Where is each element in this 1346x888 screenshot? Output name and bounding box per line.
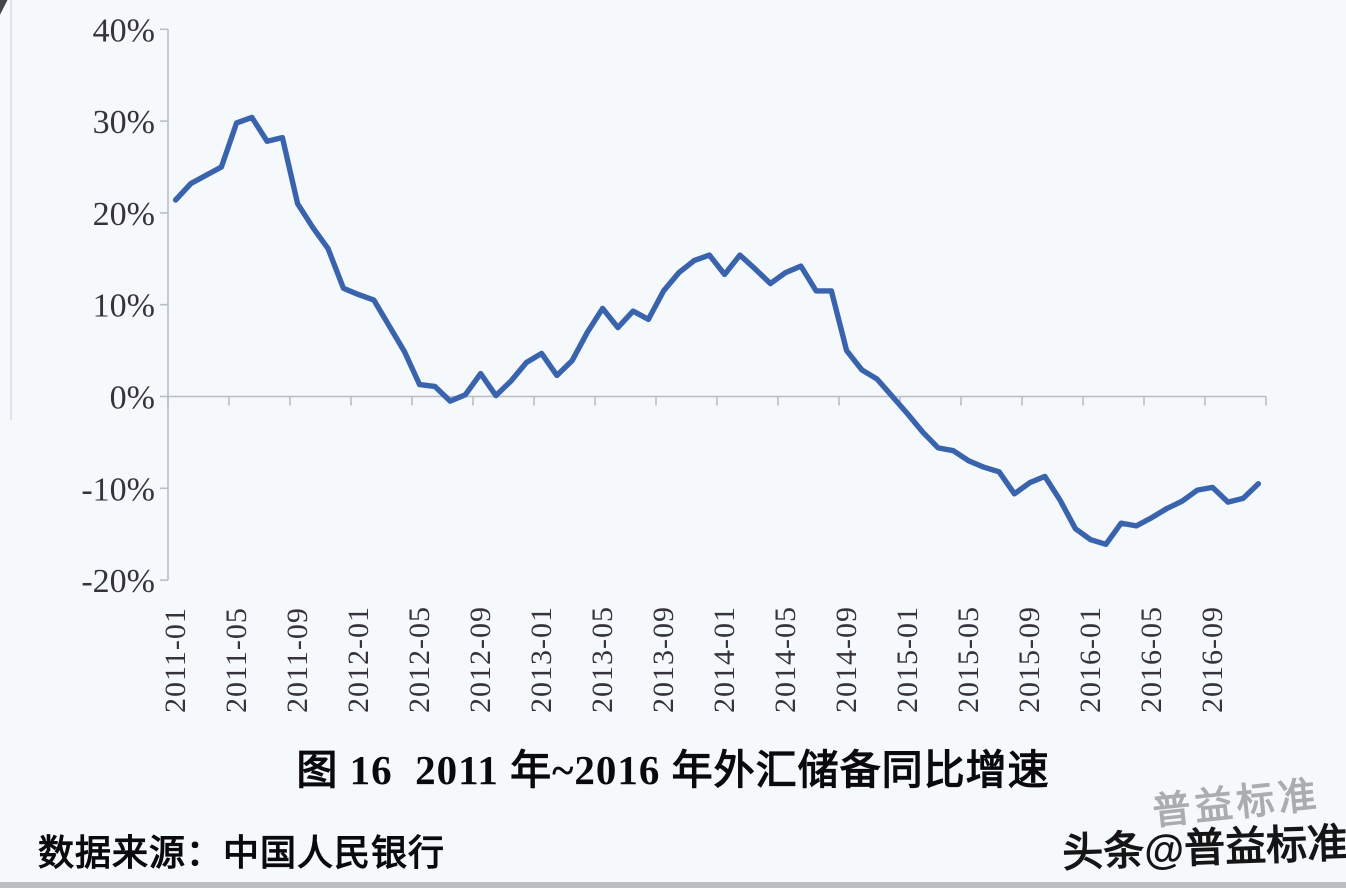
x-tick-label: 2015-05 [952,606,985,713]
y-tick-label: -10% [81,471,155,508]
watermark-text: 头条@普益标准 [1061,820,1346,876]
x-tick-label: 2016-01 [1074,606,1107,713]
x-tick-label: 2016-05 [1135,606,1168,713]
x-tick-label: 2011-09 [281,607,314,713]
y-tick-label: 40% [93,12,155,49]
chart-title: 图 16 2011 年~2016 年外汇储备同比增速 [296,747,1050,793]
x-tick-label: 2016-09 [1196,606,1229,713]
series-line-fx-reserves-yoy [172,114,1262,547]
x-tick-label: 2014-05 [769,606,802,713]
x-tick-label: 2012-05 [403,606,436,713]
x-tick-label: 2012-09 [464,606,497,713]
y-tick-label: 20% [93,196,155,233]
x-tick-label: 2015-01 [891,606,924,713]
y-tick-label: 0% [110,380,155,417]
x-tick-label: 2013-05 [586,606,619,713]
x-tick-label: 2013-01 [525,606,558,713]
x-tick-label: 2011-05 [220,607,253,713]
x-tick-label: 2011-01 [159,607,192,713]
screenshot-bottom-border [0,882,1346,888]
scan-edge-artifact-line [10,0,12,420]
x-tick-label: 2015-09 [1013,606,1046,713]
x-tick-label: 2013-09 [647,606,680,713]
y-tick-label: 30% [93,104,155,141]
y-tick-label: -20% [81,563,155,600]
y-tick-label: 10% [93,288,155,325]
data-source-note: 数据来源：中国人民银行 [38,833,446,873]
x-tick-label: 2012-01 [342,606,375,713]
x-tick-label: 2014-09 [830,606,863,713]
x-tick-label: 2014-01 [708,606,741,713]
